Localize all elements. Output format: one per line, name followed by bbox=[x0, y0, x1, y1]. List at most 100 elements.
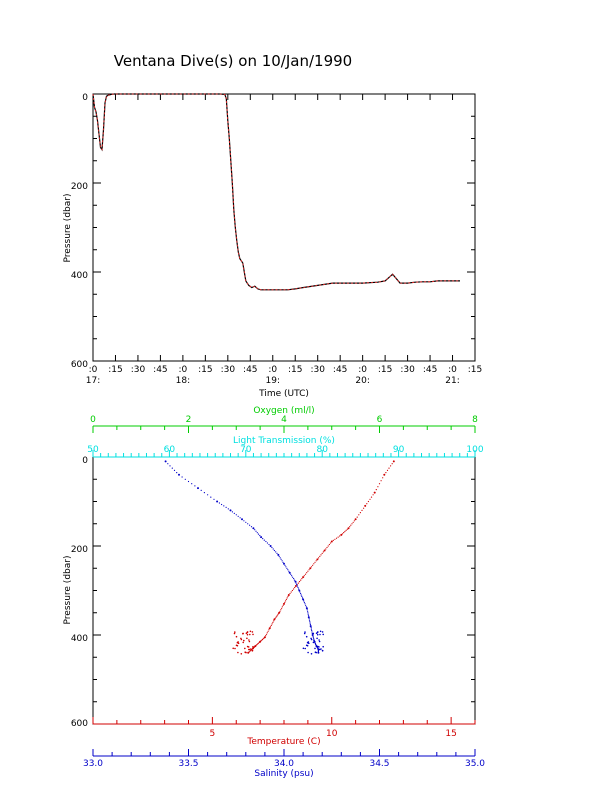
salinity-point bbox=[271, 546, 273, 549]
temperature-point bbox=[287, 595, 289, 598]
salinity-point bbox=[235, 514, 237, 516]
salinity-point bbox=[308, 619, 311, 621]
temperature-point bbox=[378, 483, 381, 485]
temperature-point bbox=[310, 566, 313, 568]
temperature-point bbox=[351, 523, 353, 525]
salinity-point bbox=[318, 646, 320, 648]
salinity-point bbox=[305, 607, 308, 610]
top-y-tick-label: 200 bbox=[71, 182, 88, 192]
temperature-point bbox=[273, 620, 275, 622]
temperature-point bbox=[347, 527, 350, 530]
salinity-point bbox=[318, 639, 320, 641]
top-x-tick-label: :0 bbox=[448, 365, 457, 375]
temperature-point bbox=[352, 521, 354, 523]
salinity-point bbox=[292, 576, 294, 578]
temperature-point bbox=[280, 609, 282, 611]
salinity-point bbox=[281, 560, 283, 562]
temperature-point bbox=[354, 518, 357, 521]
salinity-point bbox=[317, 651, 320, 654]
salinity-point bbox=[319, 633, 321, 636]
temperature-point bbox=[350, 524, 352, 526]
temperature-point bbox=[275, 616, 277, 618]
temperature-point bbox=[237, 641, 239, 643]
top-x-tick-label: :30 bbox=[131, 365, 146, 375]
temperature-point bbox=[328, 543, 330, 546]
temperature-point bbox=[234, 647, 236, 650]
temperature-tick-label: 10 bbox=[326, 729, 338, 739]
top-x-axis-label: Time (UTC) bbox=[258, 389, 309, 399]
temperature-point bbox=[270, 624, 272, 627]
light-tick-label: 50 bbox=[87, 445, 99, 455]
top-x-tick-label: :15 bbox=[378, 365, 392, 375]
salinity-point bbox=[307, 610, 309, 612]
salinity-point bbox=[304, 603, 306, 605]
temperature-point bbox=[287, 594, 290, 596]
temperature-point bbox=[294, 585, 297, 587]
salinity-point bbox=[310, 637, 312, 640]
temperature-point bbox=[285, 600, 287, 602]
salinity-point bbox=[314, 647, 316, 650]
temperature-point bbox=[297, 582, 299, 584]
salinity-point bbox=[322, 633, 325, 636]
temperature-point bbox=[366, 503, 368, 505]
salinity-point bbox=[305, 606, 307, 608]
salinity-point bbox=[269, 545, 272, 547]
salinity-tick-label: 33.5 bbox=[178, 759, 198, 769]
temperature-point bbox=[265, 633, 268, 635]
temperature-point bbox=[312, 564, 314, 566]
top-plot-frame bbox=[92, 93, 476, 362]
salinity-point bbox=[311, 631, 313, 633]
salinity-point bbox=[282, 561, 284, 563]
salinity-point bbox=[210, 496, 212, 498]
temperature-point bbox=[261, 639, 263, 641]
temperature-point bbox=[335, 537, 338, 539]
salinity-point bbox=[316, 637, 318, 640]
temperature-point bbox=[386, 469, 389, 471]
temperature-point bbox=[248, 648, 251, 651]
salinity-point bbox=[259, 535, 261, 537]
temperature-point bbox=[301, 578, 303, 580]
temperature-point bbox=[320, 554, 322, 556]
top-x-tick-label: :30 bbox=[310, 365, 325, 375]
salinity-point bbox=[300, 594, 302, 596]
salinity-point bbox=[321, 631, 324, 633]
temperature-point bbox=[268, 629, 270, 631]
salinity-point bbox=[307, 616, 310, 619]
salinity-point bbox=[306, 609, 308, 611]
salinity-point bbox=[285, 566, 287, 568]
bottom-y-tick-label: 400 bbox=[71, 634, 88, 644]
salinity-point bbox=[213, 498, 215, 500]
salinity-point bbox=[184, 478, 186, 480]
temperature-point bbox=[279, 610, 281, 612]
salinity-point bbox=[218, 502, 220, 504]
temperature-point bbox=[300, 579, 302, 581]
salinity-point bbox=[284, 564, 286, 566]
salinity-point bbox=[300, 592, 302, 595]
temperature-point bbox=[377, 486, 379, 488]
temperature-point bbox=[344, 530, 346, 533]
temperature-point bbox=[256, 644, 258, 646]
salinity-point bbox=[293, 578, 295, 580]
temperature-point bbox=[319, 555, 321, 558]
salinity-point bbox=[302, 647, 305, 650]
temperature-point bbox=[385, 472, 387, 474]
salinity-point bbox=[187, 480, 190, 483]
salinity-tick-label: 34.0 bbox=[274, 759, 294, 769]
top-x-tick-label: :0 bbox=[358, 365, 367, 375]
salinity-point bbox=[307, 612, 309, 614]
salinity-point bbox=[309, 622, 311, 624]
salinity-tick-label: 34.5 bbox=[369, 759, 389, 769]
salinity-point bbox=[303, 601, 305, 604]
pressure-trace bbox=[92, 93, 460, 291]
salinity-point bbox=[310, 653, 313, 655]
salinity-point bbox=[216, 500, 219, 503]
temperature-point bbox=[349, 526, 351, 528]
temperature-point bbox=[294, 586, 296, 589]
temperature-point bbox=[383, 473, 386, 476]
temperature-axis-label: Temperature (C) bbox=[246, 737, 320, 747]
salinity-point bbox=[291, 575, 293, 577]
temperature-point bbox=[248, 639, 250, 641]
salinity-point bbox=[231, 511, 233, 513]
bottom-y-tick-label: 200 bbox=[71, 545, 88, 555]
